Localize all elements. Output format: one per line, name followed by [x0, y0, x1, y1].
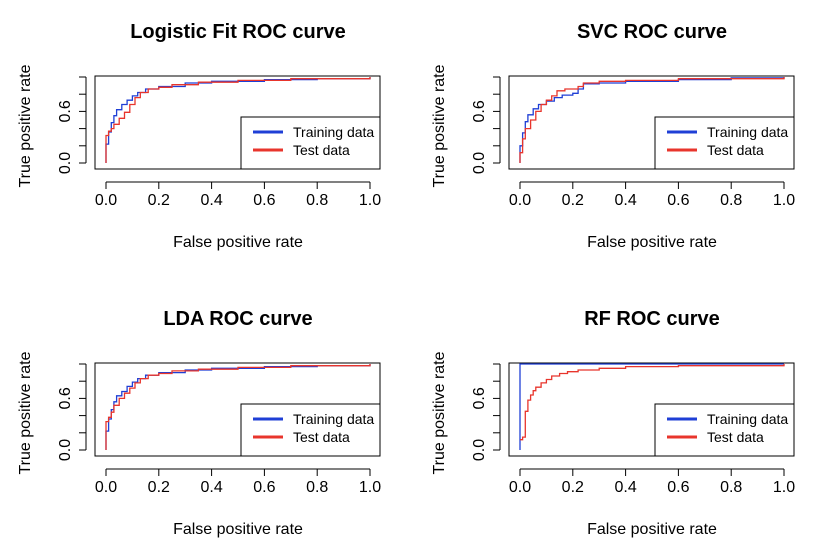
x-tick-label: 0.4 [614, 479, 636, 496]
legend-label: Training data [707, 411, 788, 427]
legend: Training data Test data [240, 116, 381, 170]
legend-box [654, 116, 795, 170]
x-tick-label: 1.0 [773, 479, 795, 496]
x-tick-label: 0.6 [253, 192, 275, 209]
roc-line-test [519, 77, 785, 163]
roc-panel-4: RF ROC curve 0.0 0.2 0.4 0.6 0.8 1.0 0.0 0.6 Fals… [431, 308, 795, 538]
y-axis-label: True positive rate [17, 351, 34, 474]
x-tick-label: 0.6 [253, 479, 275, 496]
x-tick-label: 0.2 [562, 479, 584, 496]
legend-label: Test data [707, 429, 764, 445]
roc-panel-2: SVC ROC curve 0.0 0.2 0.4 0.6 0.8 1.0 0.0 0.6 Fal… [431, 21, 795, 251]
y-axis-label: True positive rate [431, 351, 448, 474]
x-tick-label: 0.8 [306, 192, 328, 209]
x-tick-label: 1.0 [359, 192, 381, 209]
roc-line-test [105, 77, 371, 163]
y-axis-label: True positive rate [17, 64, 34, 187]
chart-title: LDA ROC curve [163, 308, 312, 330]
y-tick-label: 0.6 [471, 100, 488, 122]
legend-box [240, 116, 381, 170]
x-tick-label: 1.0 [773, 192, 795, 209]
roc-line-training [105, 77, 371, 163]
x-tick-label: 0.0 [509, 192, 531, 209]
y-tick-label: 0.0 [471, 152, 488, 174]
x-tick-label: 0.0 [509, 479, 531, 496]
x-tick-label: 0.2 [562, 192, 584, 209]
x-tick-label: 0.8 [720, 192, 742, 209]
roc-line-training [519, 77, 785, 163]
x-axis-label: False positive rate [173, 234, 303, 251]
x-tick-label: 0.2 [148, 192, 170, 209]
legend-label: Test data [293, 142, 350, 158]
x-tick-label: 0.6 [667, 192, 689, 209]
y-tick-label: 0.0 [57, 152, 74, 174]
roc-line-test [105, 364, 371, 450]
x-axis-label: False positive rate [173, 521, 303, 538]
x-tick-label: 0.0 [95, 479, 117, 496]
legend: Training data Test data [240, 403, 381, 457]
legend: Training data Test data [654, 116, 795, 170]
legend-box [240, 403, 381, 457]
y-tick-label: 0.0 [57, 439, 74, 461]
legend-label: Test data [707, 142, 764, 158]
roc-line-training [519, 363, 784, 450]
roc-panel-1: Logistic Fit ROC curve 0.0 0.2 0.4 0.6 0.8 1.0… [17, 21, 381, 251]
legend: Training data Test data [654, 403, 795, 457]
x-tick-label: 0.4 [200, 479, 222, 496]
legend-label: Training data [293, 411, 374, 427]
roc-line-training [105, 364, 371, 450]
x-axis-label: False positive rate [587, 521, 717, 538]
roc-panel-3: LDA ROC curve 0.0 0.2 0.4 0.6 0.8 1.0 0.0 0.6 Fal… [17, 308, 381, 538]
chart-title: RF ROC curve [584, 308, 720, 330]
x-tick-label: 0.8 [720, 479, 742, 496]
legend-label: Training data [293, 124, 374, 140]
legend-label: Training data [707, 124, 788, 140]
x-tick-label: 0.6 [667, 479, 689, 496]
y-tick-label: 0.6 [57, 100, 74, 122]
legend-box [654, 403, 795, 457]
x-tick-label: 1.0 [359, 479, 381, 496]
y-tick-label: 0.0 [471, 439, 488, 461]
x-axis-label: False positive rate [587, 234, 717, 251]
x-tick-label: 0.4 [200, 192, 222, 209]
chart-title: SVC ROC curve [577, 21, 727, 43]
x-tick-label: 0.8 [306, 479, 328, 496]
chart-title: Logistic Fit ROC curve [130, 21, 346, 43]
x-tick-label: 0.4 [614, 192, 636, 209]
legend-label: Test data [293, 429, 350, 445]
roc-line-test [520, 364, 785, 441]
y-tick-label: 0.6 [57, 387, 74, 409]
x-tick-label: 0.2 [148, 479, 170, 496]
x-tick-label: 0.0 [95, 192, 117, 209]
y-tick-label: 0.6 [471, 387, 488, 409]
y-axis-label: True positive rate [431, 64, 448, 187]
